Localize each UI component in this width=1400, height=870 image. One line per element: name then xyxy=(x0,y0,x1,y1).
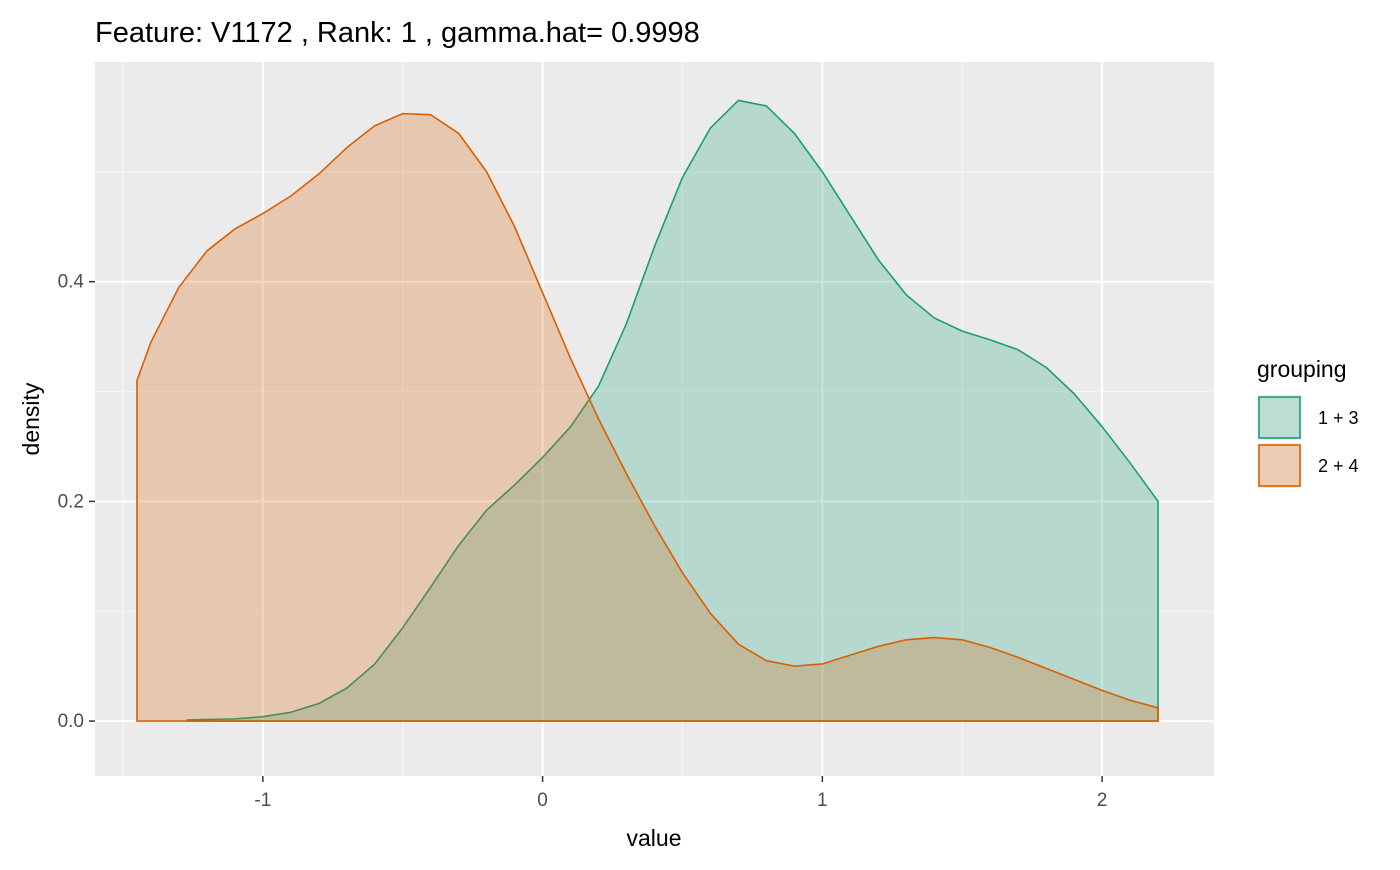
x-axis: -1 0 1 2 xyxy=(254,776,1107,811)
y-tick-label: 0.4 xyxy=(58,272,85,293)
legend-title: grouping xyxy=(1257,356,1347,382)
x-tick-label: 0 xyxy=(537,790,548,811)
chart-title: Feature: V1172 , Rank: 1 , gamma.hat= 0.… xyxy=(95,17,700,49)
legend: grouping 1 + 3 2 + 4 xyxy=(1257,356,1359,488)
x-tick-label: 2 xyxy=(1097,790,1108,811)
density-area-series-2 xyxy=(136,112,1159,722)
y-tick-label: 0.2 xyxy=(58,491,84,512)
legend-key-swatch xyxy=(1258,396,1301,439)
density-area-series-1 xyxy=(186,99,1159,722)
legend-label: 1 + 3 xyxy=(1318,408,1359,428)
x-tick-label: 1 xyxy=(817,790,828,811)
legend-items: 1 + 3 2 + 4 xyxy=(1257,395,1359,488)
x-axis-title: value xyxy=(627,825,682,851)
legend-key-bg xyxy=(1257,443,1302,488)
plot-panel xyxy=(95,62,1214,776)
x-tick-label: -1 xyxy=(254,790,271,811)
y-axis-title: density xyxy=(18,382,44,455)
minor-gridlines xyxy=(95,62,1214,776)
y-tick-label: 0.0 xyxy=(58,711,84,732)
legend-key-bg xyxy=(1257,395,1302,440)
legend-label: 2 + 4 xyxy=(1318,456,1359,476)
y-axis: 0.0 0.2 0.4 xyxy=(58,272,95,732)
legend-key-swatch xyxy=(1258,444,1301,487)
density-series xyxy=(136,99,1159,722)
